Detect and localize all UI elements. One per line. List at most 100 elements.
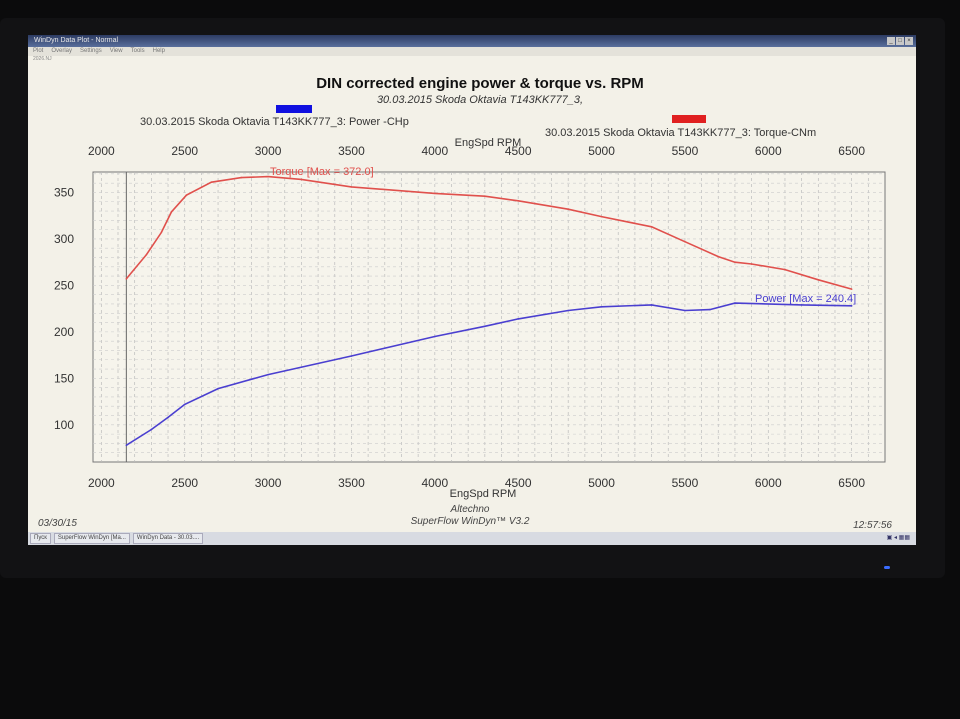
system-tray: ▣ ◂ ▦▦ <box>886 535 910 541</box>
torque-line-point <box>350 186 353 188</box>
torque-line-point <box>850 288 853 290</box>
legend-swatch-torque <box>672 115 706 123</box>
torque-line-point <box>240 176 243 179</box>
power-line-point <box>217 387 219 390</box>
x-tick-label-bottom: 2500 <box>171 476 198 490</box>
chart-title: DIN corrected engine power & torque vs. … <box>316 75 644 92</box>
power-line-point <box>800 304 803 306</box>
x-tick-label-top: 3000 <box>255 144 282 158</box>
x-tick-label-top: 5500 <box>672 144 699 158</box>
power-line-point <box>150 428 153 431</box>
menu-help[interactable]: Help <box>152 48 165 54</box>
power-line <box>125 302 852 446</box>
power-line-point <box>350 355 353 357</box>
torque-line-point <box>434 192 436 195</box>
x-axis-title-bottom: EngSpd RPM <box>450 488 517 500</box>
y-tick-label: 350 <box>54 185 74 199</box>
torque-line-point <box>145 253 148 256</box>
power-led <box>884 566 890 569</box>
x-tick-label-top: 2500 <box>171 144 198 158</box>
power-line-point <box>850 305 853 307</box>
x-tick-label-bottom: 4500 <box>505 476 532 490</box>
torque-line-point <box>600 215 603 218</box>
torque-line-point <box>484 195 486 197</box>
x-tick-label-top: 2000 <box>88 144 115 158</box>
power-line-point <box>125 444 128 447</box>
power-line-point <box>567 309 569 312</box>
taskbar-item-windyn-data[interactable]: WinDyn Data - 30.03.... <box>132 533 204 544</box>
plot-area <box>92 171 886 463</box>
chart-subtitle: 30.03.2015 Skoda Oktavia T143KK777_3, <box>377 94 583 106</box>
torque-line-point <box>734 261 736 263</box>
x-tick-label-bottom: 5500 <box>672 476 699 490</box>
file-label: 2026.NJ <box>33 56 52 62</box>
y-tick-label: 300 <box>54 232 74 246</box>
x-tick-label-bottom: 3000 <box>255 476 282 490</box>
menu-overlay[interactable]: Overlay <box>51 48 73 54</box>
taskbar-item-superflow[interactable]: SuperFlow WinDyn [Ma... <box>53 533 130 544</box>
power-line-point <box>484 325 486 328</box>
software-label: SuperFlow WinDyn™ V3.2 <box>411 516 530 527</box>
x-tick-label-top: 4500 <box>505 144 532 158</box>
start-button[interactable]: Пуск <box>30 533 51 544</box>
power-line-point <box>267 373 269 376</box>
y-tick-label: 250 <box>54 278 74 292</box>
power-line-point <box>600 305 603 308</box>
power-line-point <box>517 318 519 320</box>
menu-plot[interactable]: Plot <box>33 48 44 54</box>
power-line-point <box>167 416 169 419</box>
torque-line-point <box>267 175 269 178</box>
x-tick-label-top: 5000 <box>588 144 615 158</box>
torque-line-point <box>125 278 128 280</box>
menu-settings[interactable]: Settings <box>80 48 102 54</box>
minimize-button[interactable]: _ <box>887 37 895 45</box>
power-line-point <box>709 308 711 311</box>
torque-line-point <box>517 200 519 202</box>
footer-date: 03/30/15 <box>38 518 77 529</box>
torque-line-point <box>817 279 820 281</box>
power-line-point <box>734 302 736 304</box>
y-tick-label: 150 <box>54 371 74 385</box>
x-tick-label-top: 6000 <box>755 144 782 158</box>
power-line-point <box>650 304 653 306</box>
torque-line-point <box>650 226 653 228</box>
x-tick-label-bottom: 4000 <box>421 476 448 490</box>
menu-tools[interactable]: Tools <box>130 48 145 54</box>
legend-swatch-power <box>276 105 312 113</box>
window-title: WinDyn Data Plot - Normal <box>34 37 119 44</box>
x-tick-label-bottom: 5000 <box>588 476 615 490</box>
power-line-point <box>183 403 186 406</box>
company-label: Altechno <box>450 504 490 515</box>
y-tick-label: 100 <box>54 418 74 432</box>
torque-line-point <box>170 211 173 213</box>
power-line-point <box>434 335 436 338</box>
torque-max-annotation: Torque [Max = 372.0] <box>270 166 374 178</box>
maximize-button[interactable]: □ <box>896 37 904 45</box>
power-line-point <box>684 309 686 312</box>
torque-line-point <box>567 208 569 210</box>
x-tick-label-bottom: 6500 <box>838 476 865 490</box>
menu-view[interactable]: View <box>109 48 123 54</box>
x-tick-label-top: 6500 <box>838 144 865 158</box>
power-max-annotation: Power [Max = 240.4] <box>755 293 856 305</box>
x-axis-title-top: EngSpd RPM <box>455 137 522 149</box>
x-tick-label-bottom: 2000 <box>88 476 115 490</box>
legend-label-power: 30.03.2015 Skoda Oktavia T143KK777_3: Po… <box>140 116 409 128</box>
x-tick-label-top: 4000 <box>421 144 448 158</box>
close-button[interactable]: × <box>905 37 913 45</box>
x-tick-label-bottom: 3500 <box>338 476 365 490</box>
x-tick-label-top: 3500 <box>338 144 365 158</box>
footer-time: 12:57:56 <box>853 520 892 531</box>
torque-line-point <box>300 178 303 181</box>
torque-line-point <box>160 231 163 234</box>
torque-line-point <box>717 255 720 258</box>
y-tick-label: 200 <box>54 325 74 339</box>
torque-line-point <box>750 263 753 265</box>
torque-line-point <box>684 240 686 243</box>
window-titlebar: WinDyn Data Plot - Normal _ □ × <box>28 35 916 47</box>
menu-bar: Plot Overlay Settings View Tools Help <box>28 47 916 56</box>
torque-line-point <box>210 181 213 184</box>
legend-label-torque: 30.03.2015 Skoda Oktavia T143KK777_3: To… <box>545 127 816 139</box>
x-tick-label-bottom: 6000 <box>755 476 782 490</box>
